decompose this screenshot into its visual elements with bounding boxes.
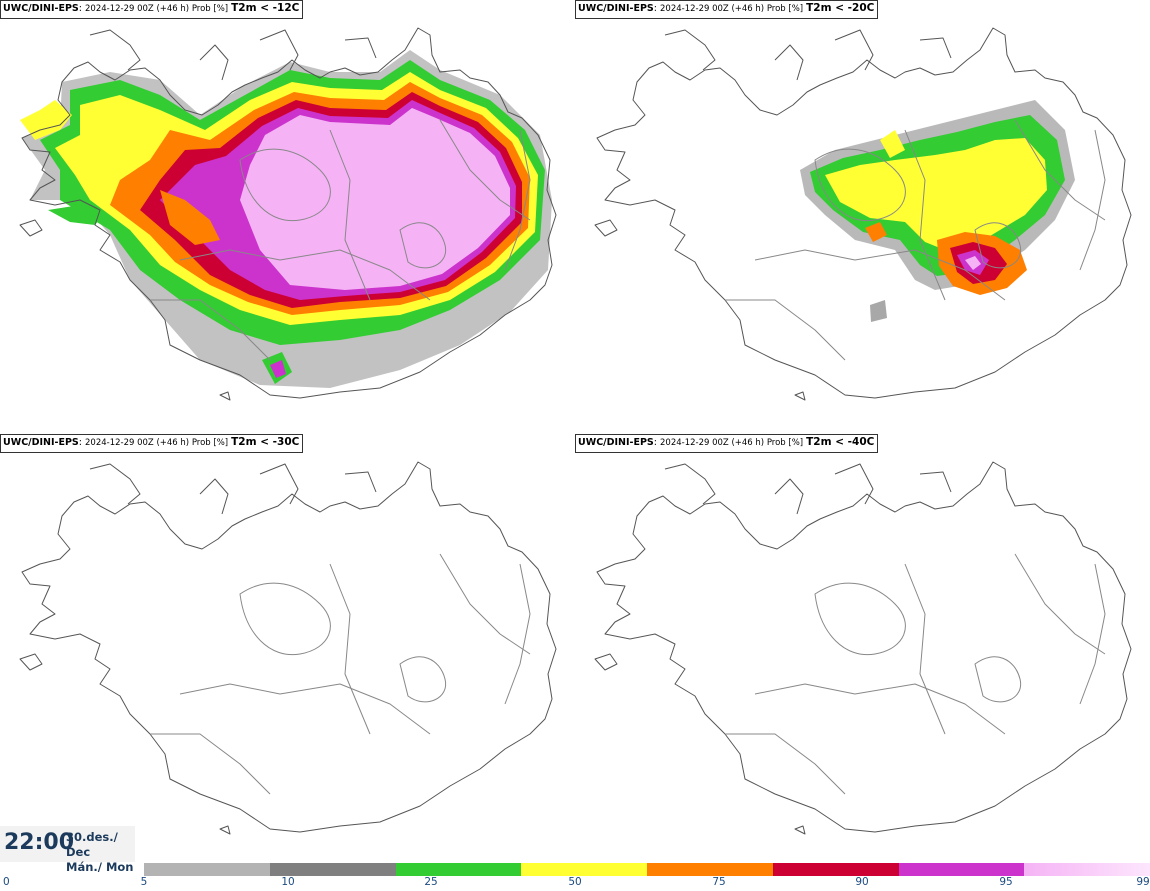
panel-title: UWC/DINI-EPS: 2024-12-29 00Z (+46 h) Pro… bbox=[0, 434, 304, 453]
date-label: 30.des./ Dec bbox=[66, 830, 118, 859]
colorbar-segment bbox=[269, 863, 396, 876]
map-panel-40c: UWC/DINI-EPS: 2024-12-29 00Z (+46 h) Pro… bbox=[575, 434, 1150, 868]
colorbar-segment bbox=[647, 863, 773, 876]
colorbar-tick: 0 bbox=[3, 876, 10, 888]
colorbar-tick: 90 bbox=[855, 876, 869, 888]
probability-map bbox=[594, 461, 1132, 835]
run-info: 2024-12-29 00Z (+46 h) Prob [%] bbox=[85, 438, 229, 448]
run-info: 2024-12-29 00Z (+46 h) Prob [%] bbox=[660, 4, 804, 14]
valid-time-box: 22:00 30.des./ Dec Mán./ Mon bbox=[0, 826, 135, 874]
run-info: 2024-12-29 00Z (+46 h) Prob [%] bbox=[660, 438, 804, 448]
threshold-label: T2m < -20C bbox=[806, 2, 875, 14]
colorbar-tick: 50 bbox=[568, 876, 582, 888]
panel-title: UWC/DINI-EPS: 2024-12-29 00Z (+46 h) Pro… bbox=[575, 434, 879, 453]
colorbar-segment bbox=[144, 863, 270, 876]
map-panel-12c: UWC/DINI-EPS: 2024-12-29 00Z (+46 h) Pro… bbox=[0, 0, 575, 434]
threshold-label: T2m < -30C bbox=[231, 436, 300, 448]
colorbar bbox=[144, 863, 1150, 876]
threshold-label: T2m < -40C bbox=[806, 436, 875, 448]
probability-map bbox=[19, 461, 557, 835]
colorbar-segment bbox=[521, 863, 647, 876]
colorbar-tick: 95 bbox=[999, 876, 1013, 888]
valid-date: 30.des./ Dec Mán./ Mon bbox=[66, 830, 135, 875]
run-info: 2024-12-29 00Z (+46 h) Prob [%] bbox=[85, 4, 229, 14]
colorbar-segment bbox=[395, 863, 522, 876]
panel-title: UWC/DINI-EPS: 2024-12-29 00Z (+46 h) Pro… bbox=[0, 0, 304, 19]
map-panel-20c: UWC/DINI-EPS: 2024-12-29 00Z (+46 h) Pro… bbox=[575, 0, 1150, 434]
colorbar-tick: 10 bbox=[281, 876, 295, 888]
valid-time: 22:00 bbox=[4, 830, 75, 855]
colorbar-tick: 5 bbox=[140, 876, 148, 888]
colorbar-segment bbox=[772, 863, 899, 876]
probability-map bbox=[19, 27, 557, 401]
colorbar-segment bbox=[1024, 863, 1150, 876]
colorbar-tick: 75 bbox=[712, 876, 726, 888]
colorbar-tick: 99 bbox=[1136, 876, 1150, 888]
map-panel-30c: UWC/DINI-EPS: 2024-12-29 00Z (+46 h) Pro… bbox=[0, 434, 575, 868]
model-name: UWC/DINI-EPS bbox=[3, 3, 79, 14]
model-name: UWC/DINI-EPS bbox=[578, 437, 654, 448]
colorbar-segment bbox=[898, 863, 1025, 876]
colorbar-tick: 25 bbox=[424, 876, 438, 888]
panel-title: UWC/DINI-EPS: 2024-12-29 00Z (+46 h) Pro… bbox=[575, 0, 879, 19]
model-name: UWC/DINI-EPS bbox=[3, 437, 79, 448]
day-label: Mán./ Mon bbox=[66, 860, 134, 874]
probability-map bbox=[594, 27, 1132, 401]
threshold-label: T2m < -12C bbox=[231, 2, 300, 14]
model-name: UWC/DINI-EPS bbox=[578, 3, 654, 14]
